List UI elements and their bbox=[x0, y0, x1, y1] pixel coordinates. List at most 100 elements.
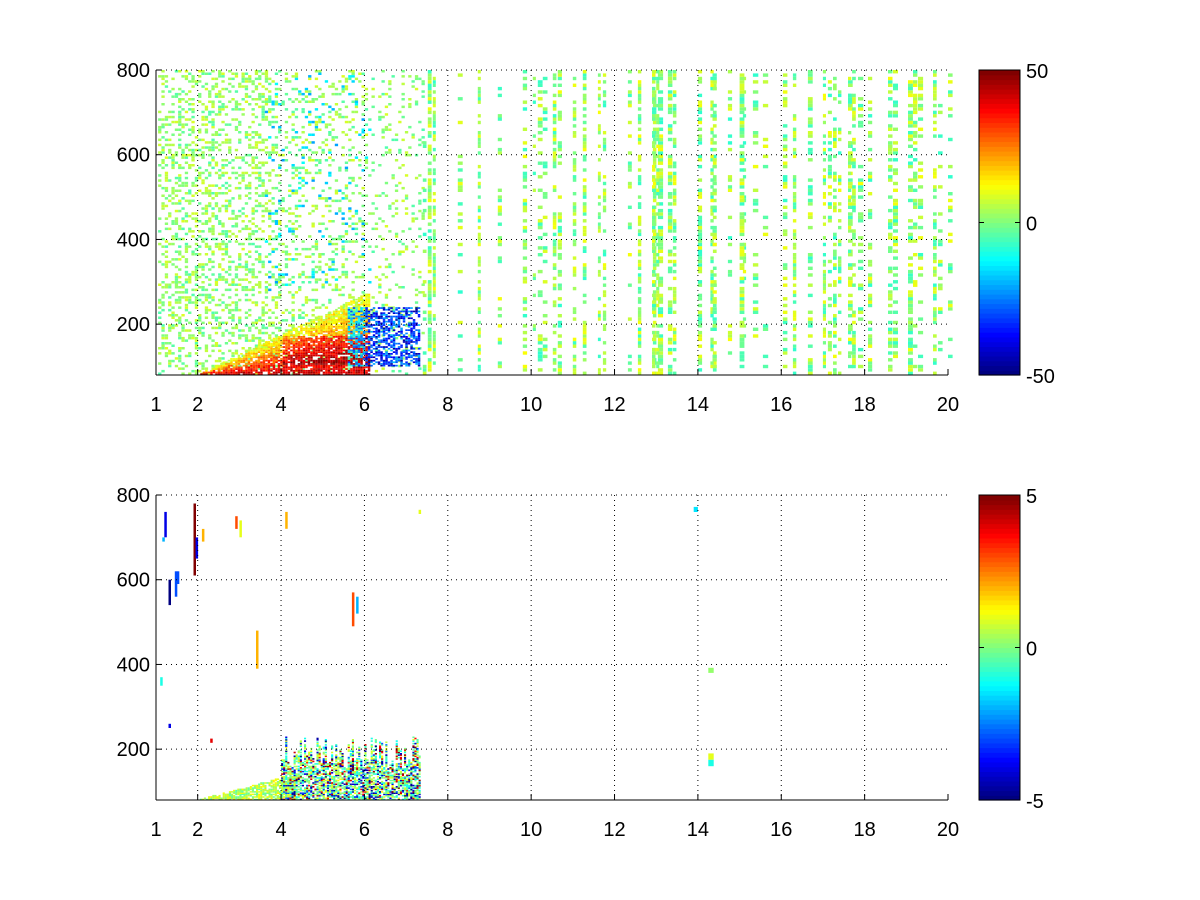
heatmap-cell bbox=[312, 368, 316, 370]
heatmap-cell bbox=[397, 319, 401, 321]
heatmap-cell bbox=[350, 351, 353, 353]
heatmap-cell bbox=[477, 364, 481, 369]
heatmap-cell bbox=[168, 90, 172, 93]
heatmap-cell bbox=[384, 265, 389, 269]
heatmap-cell bbox=[275, 344, 278, 347]
heatmap-cell bbox=[340, 327, 343, 330]
heatmap-cell bbox=[557, 364, 562, 369]
heatmap-cell bbox=[351, 70, 355, 73]
heatmap-cell bbox=[330, 368, 333, 370]
heatmap-cell bbox=[362, 317, 366, 320]
heatmap-cell bbox=[217, 371, 221, 374]
heatmap-cell bbox=[214, 192, 219, 195]
heatmap-cell bbox=[201, 240, 205, 243]
heatmap-cell bbox=[335, 325, 338, 328]
heatmap-cell bbox=[305, 324, 308, 326]
heatmap-cell bbox=[347, 308, 351, 311]
heatmap-cell bbox=[355, 354, 358, 357]
heatmap-cell bbox=[348, 217, 352, 220]
heatmap-cell bbox=[221, 222, 225, 225]
heatmap-cell bbox=[281, 153, 285, 157]
heatmap-cell bbox=[381, 303, 385, 307]
heatmap-cell bbox=[277, 368, 281, 370]
heatmap-cell bbox=[290, 330, 293, 333]
heatmap-cell bbox=[395, 317, 398, 320]
heatmap-cell bbox=[224, 245, 229, 248]
heatmap-cell bbox=[398, 369, 402, 373]
heatmap-cell bbox=[422, 310, 427, 314]
heatmap-cell bbox=[184, 75, 189, 78]
heatmap-cell bbox=[311, 270, 315, 274]
heatmap-cell bbox=[352, 354, 356, 357]
heatmap-cell bbox=[297, 349, 301, 352]
heatmap-cell bbox=[210, 371, 213, 374]
heatmap-cell bbox=[552, 164, 557, 169]
heatmap-cell bbox=[268, 82, 272, 86]
heatmap-cell bbox=[178, 316, 182, 319]
heatmap-cell bbox=[241, 171, 245, 175]
heatmap-cell bbox=[354, 110, 359, 114]
heatmap-cell bbox=[300, 359, 303, 362]
heatmap-cell bbox=[344, 169, 349, 172]
heatmap-cell bbox=[347, 339, 351, 342]
heatmap-cell bbox=[238, 319, 242, 322]
heatmap-cell bbox=[211, 123, 215, 126]
heatmap-cell bbox=[228, 316, 232, 319]
heatmap-cell bbox=[315, 332, 318, 335]
heatmap-cell bbox=[432, 354, 436, 359]
heatmap-cell bbox=[335, 353, 338, 355]
heatmap-cell bbox=[291, 316, 295, 319]
heatmap-cell bbox=[164, 143, 169, 147]
heatmap-cell bbox=[278, 232, 282, 236]
heatmap-cell bbox=[317, 344, 321, 347]
heatmap-cell bbox=[238, 316, 242, 319]
heatmap-cell bbox=[168, 148, 172, 152]
heatmap-cell bbox=[228, 151, 232, 154]
heatmap-cell bbox=[285, 363, 288, 365]
heatmap-cell bbox=[432, 97, 436, 101]
heatmap-cell bbox=[377, 344, 381, 347]
heatmap-cell bbox=[290, 364, 293, 367]
heatmap-cell bbox=[191, 77, 195, 81]
heatmap-cell bbox=[457, 97, 463, 101]
heatmap-cell bbox=[178, 253, 182, 256]
heatmap-cell bbox=[317, 363, 321, 365]
heatmap-cell bbox=[322, 342, 326, 345]
heatmap-cell bbox=[188, 192, 192, 195]
heatmap-cell bbox=[268, 321, 272, 325]
heatmap-cell bbox=[347, 369, 351, 372]
heatmap-cell bbox=[582, 266, 587, 270]
heatmap-cell bbox=[184, 123, 189, 126]
heatmap-cell bbox=[284, 146, 289, 149]
heatmap-cell bbox=[582, 273, 587, 277]
heatmap-cell bbox=[191, 164, 195, 167]
heatmap-cell bbox=[342, 369, 346, 372]
heatmap-cell bbox=[348, 250, 352, 253]
heatmap-cell bbox=[342, 320, 346, 323]
heatmap-cell bbox=[355, 363, 358, 365]
heatmap-cell bbox=[335, 336, 338, 338]
heatmap-cell bbox=[278, 273, 282, 276]
heatmap-cell bbox=[354, 209, 359, 213]
heatmap-cell bbox=[231, 159, 235, 162]
heatmap-cell bbox=[218, 209, 222, 213]
heatmap-cell bbox=[272, 344, 276, 347]
heatmap-cell bbox=[178, 146, 182, 149]
heatmap-cell bbox=[362, 305, 366, 308]
heatmap-cell bbox=[351, 214, 355, 218]
heatmap-cell bbox=[385, 354, 388, 357]
heatmap-cell bbox=[260, 351, 263, 353]
heatmap-cell bbox=[268, 237, 272, 241]
heatmap-cell bbox=[422, 141, 427, 145]
heatmap-cell bbox=[390, 315, 393, 318]
heatmap-cell bbox=[388, 82, 392, 86]
heatmap-cell bbox=[302, 341, 306, 343]
heatmap-cell bbox=[367, 341, 371, 343]
heatmap-cell bbox=[264, 326, 269, 330]
heatmap-cell bbox=[318, 278, 322, 281]
heatmap-cell bbox=[357, 317, 361, 320]
heatmap-cell bbox=[201, 265, 205, 269]
heatmap-cell bbox=[345, 337, 348, 340]
heatmap-cell bbox=[388, 288, 392, 292]
heatmap-cell bbox=[582, 212, 587, 216]
